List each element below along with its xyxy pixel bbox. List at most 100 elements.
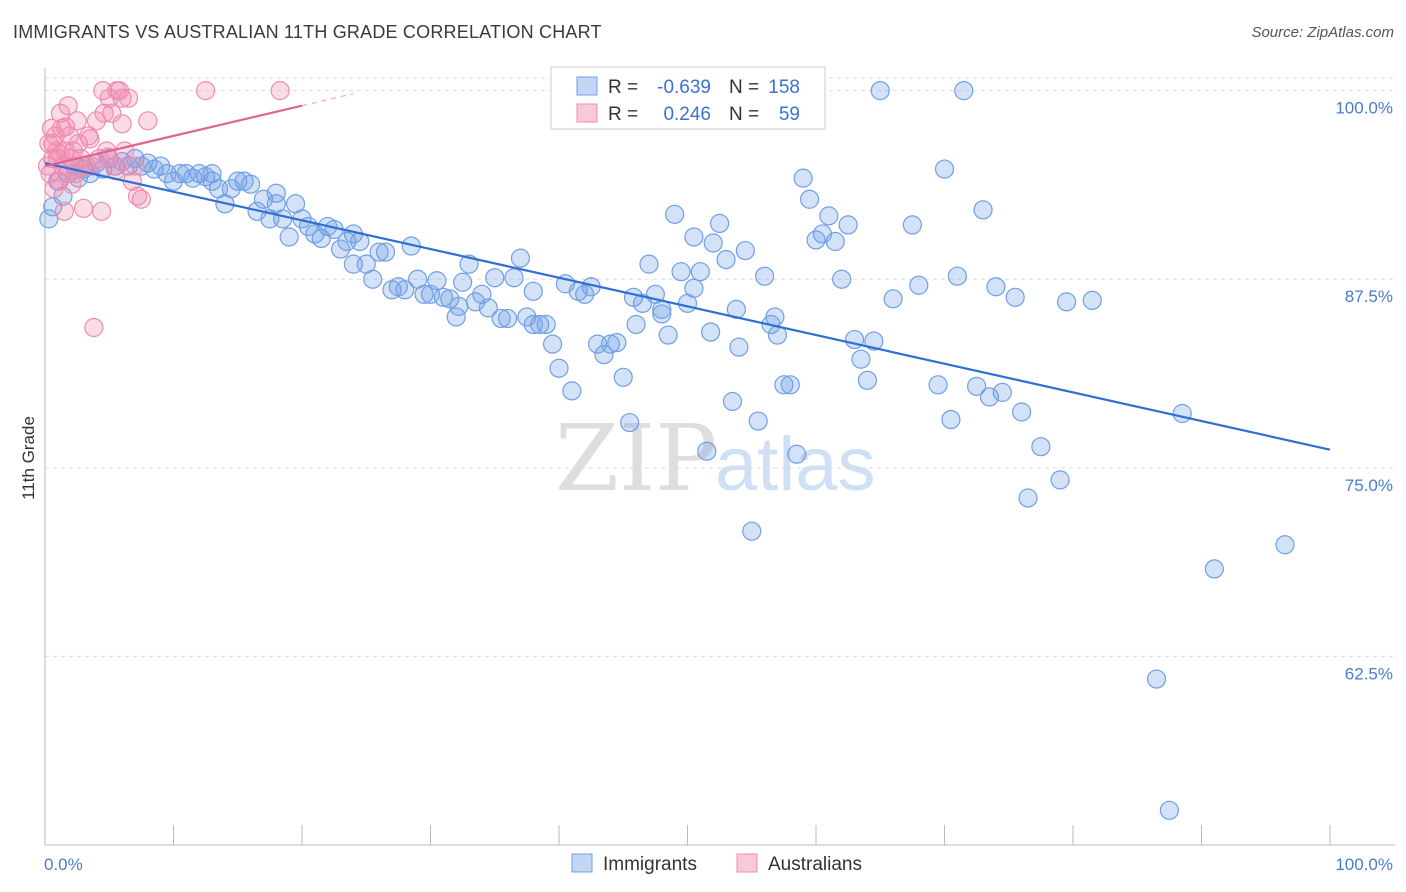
australians-point: [112, 114, 132, 134]
immigrants-point: [902, 215, 922, 235]
immigrants-point: [710, 213, 730, 233]
immigrants-point: [1011, 402, 1032, 422]
immigrants-point: [375, 242, 396, 262]
immigrants-point: [967, 376, 987, 396]
australians-point: [68, 133, 89, 154]
immigrants-point: [1031, 437, 1051, 457]
immigrants-point: [395, 280, 415, 300]
watermark-atlas: atlas: [715, 422, 876, 507]
australians-point: [196, 81, 216, 101]
immigrants-trend-line: [44, 161, 1331, 451]
legend-swatch-australians: [576, 103, 598, 123]
immigrants-point: [125, 148, 145, 169]
australians-point: [84, 317, 104, 338]
immigrants-point: [774, 375, 794, 395]
immigrants-point: [536, 314, 556, 335]
australians-point: [91, 201, 112, 221]
immigrants-point: [780, 375, 800, 395]
legend-bottom-label-australians: Australians: [768, 854, 862, 875]
y-tick-labels: 62.5% 75.0% 87.5% 100.0%: [1335, 99, 1393, 684]
australians-point: [102, 103, 122, 123]
immigrants-point: [449, 296, 469, 316]
immigrants-point: [170, 164, 190, 184]
immigrants-point: [819, 206, 839, 226]
immigrants-point: [986, 277, 1006, 297]
immigrants-point: [1172, 403, 1192, 424]
immigrants-point: [549, 358, 569, 378]
immigrants-point: [947, 266, 967, 286]
series-legend: Immigrants Australians: [571, 853, 862, 875]
immigrants-point: [151, 156, 171, 176]
immigrants-point: [1146, 669, 1167, 689]
immigrants-point: [857, 370, 878, 390]
immigrants-point: [620, 412, 640, 433]
axes: [44, 68, 1395, 846]
immigrants-point: [530, 314, 550, 335]
immigrants-point: [742, 521, 762, 541]
immigrants-point: [697, 441, 717, 461]
immigrants-point: [909, 275, 929, 295]
y-tick-label: 100.0%: [1335, 99, 1393, 118]
immigrants-point: [941, 409, 961, 430]
immigrants-point: [626, 314, 646, 335]
legend-r-value-1: -0.639: [657, 77, 711, 98]
australians-point: [131, 189, 151, 209]
y-tick-label: 87.5%: [1345, 287, 1393, 306]
immigrants-point: [279, 227, 299, 247]
legend-bottom-label-immigrants: Immigrants: [603, 854, 697, 875]
immigrants-point: [241, 174, 261, 194]
watermark-zip: ZIP: [555, 405, 717, 512]
immigrants-point: [787, 444, 807, 464]
australians-trend-line: [44, 104, 303, 168]
australians-point: [138, 111, 158, 131]
immigrants-point: [600, 334, 621, 354]
australians-point: [80, 129, 100, 149]
immigrants-point: [575, 284, 595, 304]
immigrants-point: [658, 325, 678, 345]
australians-point: [115, 141, 135, 161]
immigrants-point: [498, 308, 518, 329]
legend-n-value-1: 158: [768, 77, 800, 98]
immigrants-point: [1275, 535, 1295, 555]
immigrants-point: [1050, 470, 1070, 490]
australians-point: [118, 88, 139, 108]
immigrants-point: [870, 81, 890, 101]
immigrants-point: [1082, 290, 1102, 310]
immigrants-point: [485, 268, 505, 288]
immigrants-point: [414, 284, 434, 304]
australians-point: [93, 81, 113, 101]
immigrants-point: [793, 168, 813, 188]
immigrants-point: [562, 381, 582, 401]
immigrants-point: [838, 215, 858, 235]
immigrants-point: [934, 159, 955, 179]
immigrants-point: [799, 189, 820, 209]
x-tick-label-min: 0.0%: [44, 855, 83, 874]
australians-point: [55, 117, 76, 137]
australians-point: [54, 201, 74, 221]
immigrants-point: [690, 262, 710, 282]
australians-trend-extension: [301, 93, 354, 107]
immigrants-point: [1005, 287, 1025, 307]
immigrants-point: [652, 304, 672, 324]
immigrants-point: [701, 322, 721, 342]
immigrants-point: [504, 268, 524, 288]
immigrants-point: [433, 287, 453, 307]
immigrants-point: [427, 271, 447, 291]
immigrants-point: [491, 308, 511, 329]
legend-bottom-swatch-immigrants: [571, 853, 593, 873]
legend-r-value-2: 0.246: [663, 104, 711, 125]
immigrants-point: [722, 391, 743, 412]
legend-swatch-immigrants: [576, 76, 598, 96]
immigrants-point: [864, 331, 884, 351]
immigrants-point: [202, 171, 222, 191]
australians-point: [112, 88, 132, 108]
immigrants-point: [684, 278, 704, 298]
australians-point: [270, 81, 290, 101]
legend-n-value-2: 59: [779, 104, 800, 125]
australians-point: [62, 174, 82, 194]
australians-point: [94, 103, 114, 123]
immigrants-point: [851, 349, 871, 369]
immigrants-point: [363, 269, 383, 289]
immigrants-point: [510, 248, 531, 268]
australians-point: [67, 111, 87, 131]
